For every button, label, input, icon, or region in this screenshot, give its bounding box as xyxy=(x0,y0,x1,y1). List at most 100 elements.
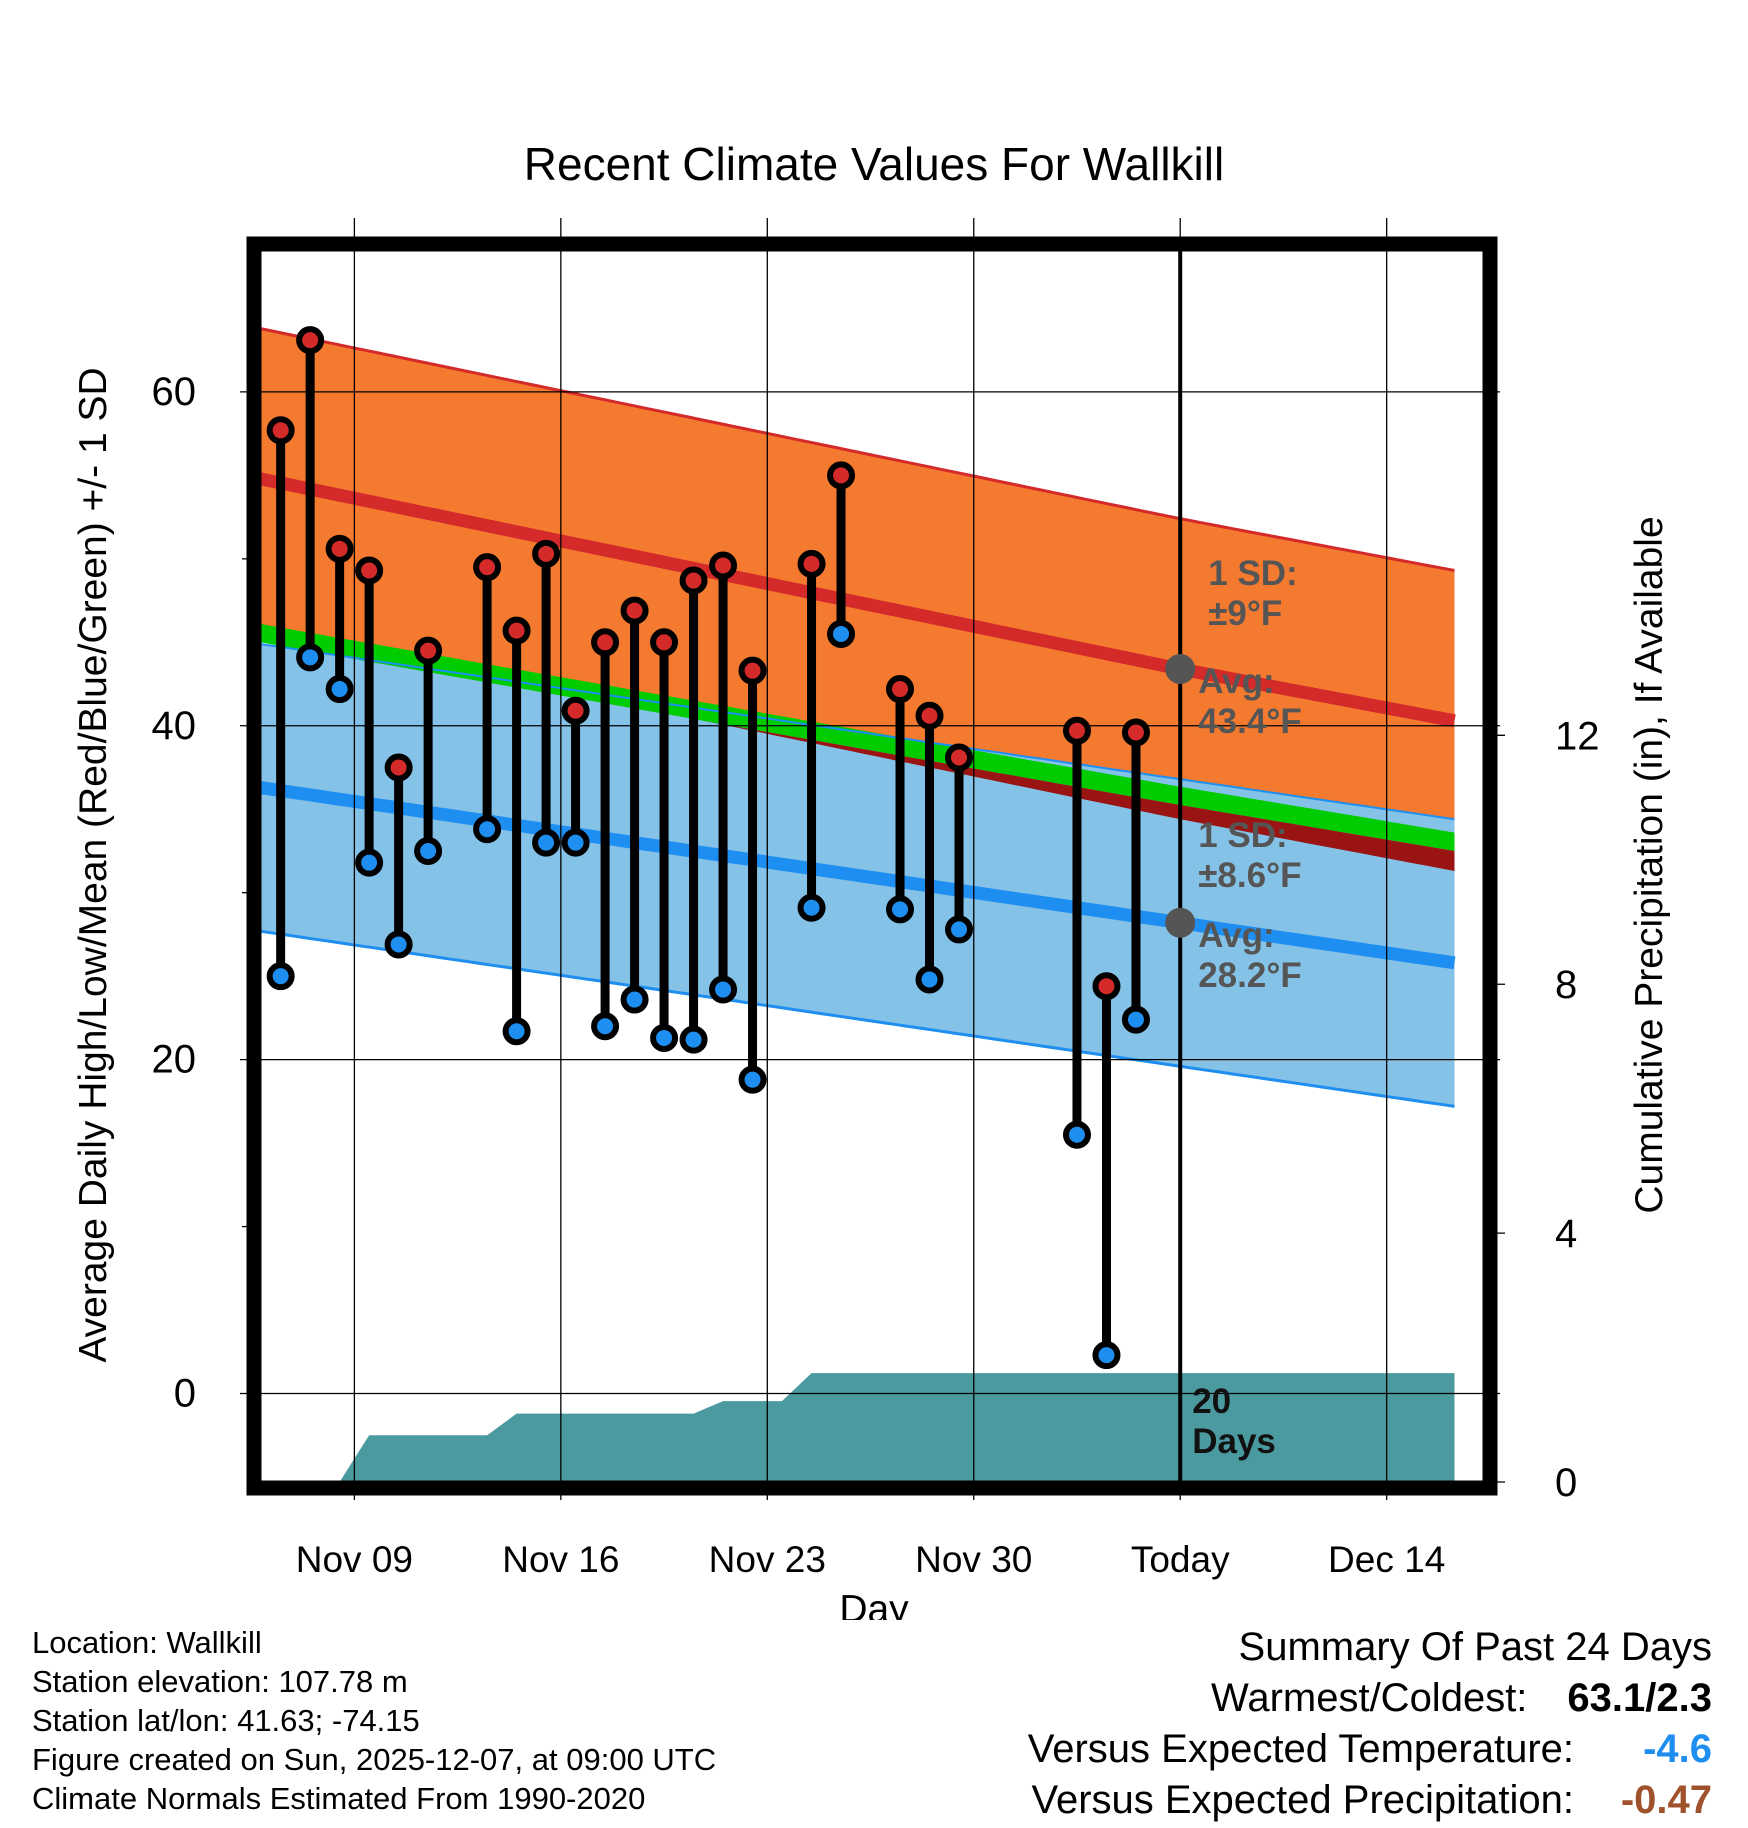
y2-tick-label: 12 xyxy=(1555,714,1600,758)
daily-low-point xyxy=(738,1065,767,1094)
daily-high-point xyxy=(591,628,620,657)
daily-low-point xyxy=(1062,1120,1091,1149)
high-avg-title: Avg: xyxy=(1198,662,1274,701)
daily-high-point xyxy=(473,553,502,582)
daily-high-point xyxy=(797,549,826,578)
cumulative-precip-area xyxy=(260,1373,1455,1482)
daily-low-point xyxy=(1121,1005,1150,1034)
mean-normal-band xyxy=(260,623,1455,851)
summary-temp: Versus Expected Temperature: -4.6 xyxy=(1028,1724,1712,1775)
figure-created: Figure created on Sun, 2025-12-07, at 09… xyxy=(32,1742,717,1777)
daily-low-point xyxy=(620,985,649,1014)
daily-low-point xyxy=(1092,1341,1121,1370)
low-sd-value: ±8.6°F xyxy=(1198,856,1301,895)
daily-high-point xyxy=(709,551,738,580)
daily-high-point xyxy=(384,753,413,782)
y2-tick-label: 0 xyxy=(1555,1461,1577,1505)
days-count: 20 xyxy=(1192,1382,1231,1421)
x-tick-label: Nov 09 xyxy=(296,1539,413,1580)
y2-tick-label: 8 xyxy=(1555,963,1577,1007)
daily-low-point xyxy=(266,962,295,991)
daily-high-point xyxy=(355,556,384,585)
daily-low-point xyxy=(827,619,856,648)
daily-high-point xyxy=(620,596,649,625)
y2-tick-label: 4 xyxy=(1555,1212,1577,1256)
summary-panel: Summary Of Past 24 Days Warmest/Coldest:… xyxy=(1028,1622,1712,1826)
daily-low-point xyxy=(532,828,561,857)
daily-high-point xyxy=(502,616,531,645)
daily-high-point xyxy=(325,534,354,563)
station-latlon: Station lat/lon: 41.63; -74.15 xyxy=(32,1703,420,1738)
station-location: Location: Wallkill xyxy=(32,1625,262,1660)
daily-high-point xyxy=(915,701,944,730)
high-sd-upper-line xyxy=(260,327,1455,572)
low-sd-lower-line xyxy=(260,929,1455,1108)
daily-low-point xyxy=(296,643,325,672)
station-elevation: Station elevation: 107.78 m xyxy=(32,1664,408,1699)
x-tick-label: Dec 14 xyxy=(1328,1539,1445,1580)
daily-high-point xyxy=(266,416,295,445)
daily-high-point xyxy=(738,656,767,685)
daily-low-point xyxy=(355,848,384,877)
daily-high-point xyxy=(1092,972,1121,1001)
daily-high-point xyxy=(296,326,325,355)
low-sd-title: 1 SD: xyxy=(1198,816,1287,855)
high-avg-value: 43.4°F xyxy=(1198,702,1302,741)
x-tick-label: Nov 30 xyxy=(915,1539,1032,1580)
mean-dark-band xyxy=(260,642,1455,871)
daily-low-point xyxy=(502,1017,531,1046)
y-tick-label: 20 xyxy=(152,1038,197,1082)
x-tick-label: Nov 16 xyxy=(502,1539,619,1580)
high-sd-value: ±9°F xyxy=(1208,594,1282,633)
daily-low-point xyxy=(945,915,974,944)
daily-low-point xyxy=(473,815,502,844)
daily-low-point xyxy=(561,828,590,857)
y-axis-right-label: Cumulative Precipitation (in), If Availa… xyxy=(1628,516,1671,1213)
temp-anomaly-value: -4.6 xyxy=(1643,1727,1712,1771)
high-sd-title: 1 SD: xyxy=(1208,554,1297,593)
daily-high-point xyxy=(532,539,561,568)
low-avg-title: Avg: xyxy=(1198,916,1274,955)
precip-anomaly-value: -0.47 xyxy=(1620,1778,1712,1822)
daily-high-point xyxy=(886,675,915,704)
daily-low-point xyxy=(709,975,738,1004)
daily-high-point xyxy=(827,461,856,490)
climate-normals-note: Climate Normals Estimated From 1990-2020 xyxy=(32,1781,646,1816)
low-average-line xyxy=(260,781,1456,970)
days-label: Days xyxy=(1192,1422,1276,1461)
daily-high-point xyxy=(679,566,708,595)
x-axis-label: Day xyxy=(839,1588,909,1620)
daily-high-point xyxy=(1062,716,1091,745)
low-sd-upper-line xyxy=(260,643,1455,821)
low-avg-value: 28.2°F xyxy=(1198,956,1302,995)
daily-high-point xyxy=(414,636,443,665)
x-tick-label: Nov 23 xyxy=(709,1539,826,1580)
daily-low-point xyxy=(384,930,413,959)
y-tick-label: 0 xyxy=(174,1372,196,1416)
daily-low-point xyxy=(915,965,944,994)
y-tick-label: 40 xyxy=(152,704,197,748)
daily-low-point xyxy=(886,895,915,924)
high-average-line xyxy=(260,472,1456,728)
chart-title: Recent Climate Values For Wallkill xyxy=(524,138,1224,190)
today-low-avg-marker xyxy=(1165,907,1196,938)
summary-title: Summary Of Past 24 Days xyxy=(1238,1625,1712,1669)
daily-low-point xyxy=(679,1025,708,1054)
y-axis-left-label: Average Daily High/Low/Mean (Red/Blue/Gr… xyxy=(72,367,115,1362)
daily-high-point xyxy=(650,628,679,657)
summary-warm-cold: Warmest/Coldest: 63.1/2.3 xyxy=(1028,1673,1712,1724)
daily-low-point xyxy=(650,1023,679,1052)
precip-anomaly-label: Versus Expected Precipitation: xyxy=(1031,1778,1574,1822)
plot-clipped xyxy=(260,327,1456,1482)
today-high-avg-marker xyxy=(1165,654,1196,685)
warm-cold-value: 63.1/2.3 xyxy=(1567,1676,1712,1720)
summary-precip: Versus Expected Precipitation: -0.47 xyxy=(1028,1775,1712,1826)
station-info: Location: Wallkill Station elevation: 10… xyxy=(32,1623,716,1818)
y-tick-label: 60 xyxy=(152,370,197,414)
daily-high-point xyxy=(1121,718,1150,747)
temp-anomaly-label: Versus Expected Temperature: xyxy=(1027,1727,1574,1771)
plot-frame xyxy=(246,236,1498,1496)
daily-low-point xyxy=(414,836,443,865)
climate-chart: Recent Climate Values For Wallkill Avera… xyxy=(72,138,1671,1620)
warm-cold-label: Warmest/Coldest: xyxy=(1211,1676,1528,1720)
